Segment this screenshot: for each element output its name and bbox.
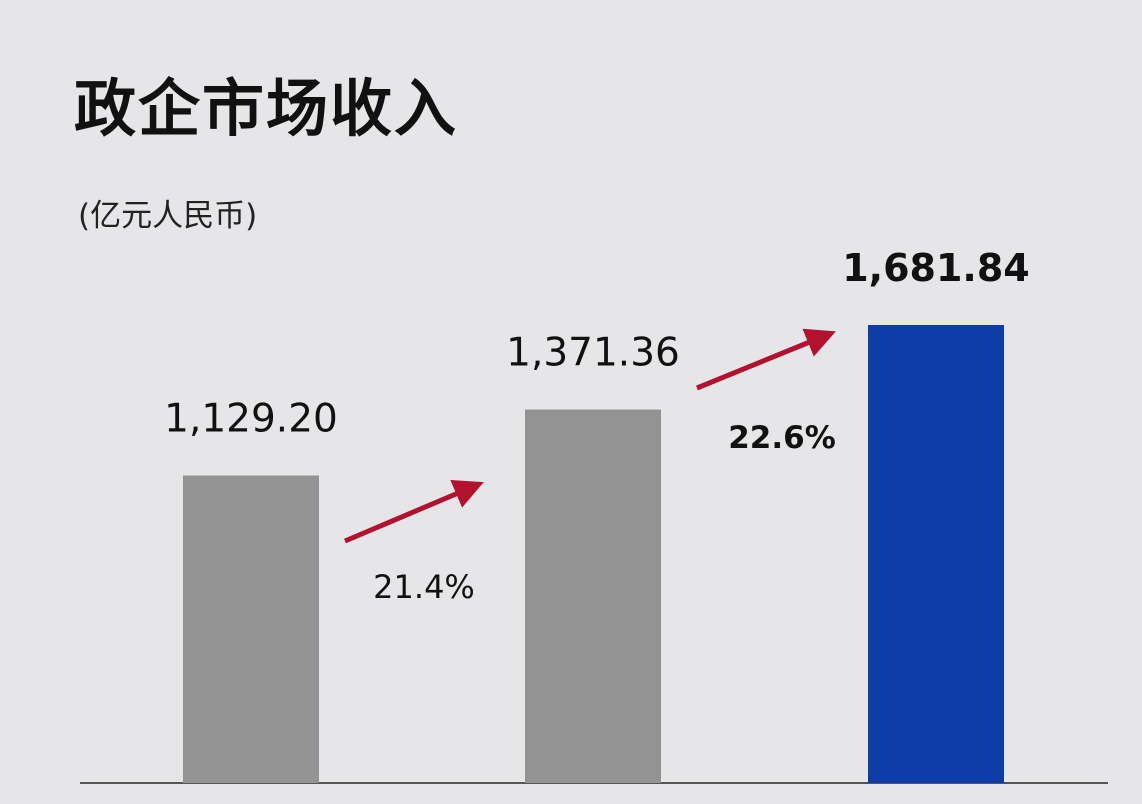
growth-label-2: 22.6%: [728, 420, 836, 456]
chart-title: 政企市场收入: [74, 72, 459, 145]
growth-arrow-1: [344, 480, 484, 544]
growth-arrow-2: [696, 328, 836, 391]
growth-label-1: 21.4%: [373, 568, 475, 606]
bar-3: [868, 325, 1004, 783]
unit-label: (亿元人民币): [78, 198, 258, 234]
bar-1: [183, 475, 319, 783]
value-label-3: 1,681.84: [842, 246, 1030, 290]
value-label-1: 1,129.20: [164, 396, 338, 441]
value-label-2: 1,371.36: [506, 331, 680, 376]
bar-2: [525, 409, 661, 783]
